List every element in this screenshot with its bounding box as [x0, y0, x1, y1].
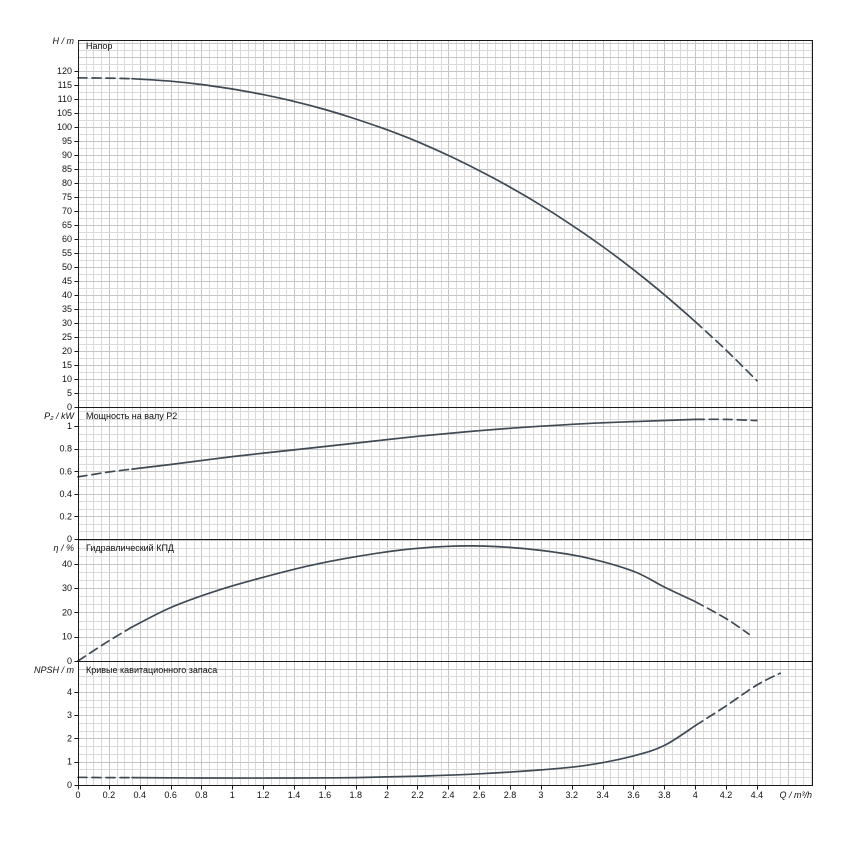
head-curve-dashed [77, 76, 133, 80]
y-tick-label: 45 [62, 276, 72, 286]
efficiency-curve-dashed [694, 600, 751, 636]
y-tick-label: 55 [62, 248, 72, 258]
x-tick-label: 0.6 [164, 790, 177, 800]
head-curve [77, 76, 758, 382]
y-tick-label: 0 [67, 534, 72, 544]
npsh-axis-unit-label: NPSH / m [34, 665, 75, 675]
y-tick-label: 10 [62, 632, 72, 642]
x-tick-label: 2.6 [473, 790, 486, 800]
x-tick-label: 3.2 [565, 790, 578, 800]
y-tick-label: 0 [67, 402, 72, 412]
efficiency-curve-dashed [77, 626, 133, 662]
y-tick-label: 75 [62, 192, 72, 202]
y-tick-label: 100 [57, 122, 72, 132]
shaft-power-curve-dashed [77, 468, 133, 478]
y-tick-label: 0.8 [59, 444, 72, 454]
y-tick-label: 0 [67, 780, 72, 790]
shaft-power-curve [77, 418, 758, 478]
grid [78, 40, 812, 785]
tick-labels: 0 0.2 0.4 0.6 0.8 1 1.2 1.4 1.6 1.8 2 2.2 2.4 2.6 2.8 3… [34, 36, 812, 800]
y-tick-label: 20 [62, 346, 72, 356]
y-tick-label: 30 [62, 318, 72, 328]
y-tick-label: 65 [62, 220, 72, 230]
y-tick-label: 15 [62, 360, 72, 370]
shaft-power-panel-title: Мощность на валу P2 [86, 411, 177, 421]
x-tick-label: 4.2 [720, 790, 733, 800]
npsh-curve [77, 672, 781, 779]
plot-border [78, 40, 813, 786]
y-tick-label: 0.2 [59, 511, 72, 521]
y-tick-label: 35 [62, 304, 72, 314]
axes [78, 40, 813, 786]
y-tick-label: 5 [67, 388, 72, 398]
x-tick-label: 1.8 [349, 790, 362, 800]
npsh-panel-title: Кривые кавитационного запаса [86, 665, 217, 675]
y-tick-label: 90 [62, 150, 72, 160]
x-tick-label: 2 [384, 790, 389, 800]
x-tick-label: 2.4 [442, 790, 455, 800]
y-tick-label: 60 [62, 234, 72, 244]
x-tick-label: 4.4 [751, 790, 764, 800]
shaft-power-curve-dashed [694, 418, 758, 422]
efficiency-axis-unit-label: η / % [53, 543, 74, 553]
x-tick-label: 3.4 [596, 790, 609, 800]
x-tick-label: 1.2 [257, 790, 270, 800]
efficiency-curve [77, 545, 751, 662]
y-tick-label: 2 [67, 733, 72, 743]
y-tick-label: 95 [62, 136, 72, 146]
y-tick-label: 3 [67, 710, 72, 720]
x-tick-label: 0 [75, 790, 80, 800]
shaft-power-axis-unit-label: P₂ / kW [44, 411, 75, 421]
y-tick-label: 70 [62, 206, 72, 216]
y-tick-label: 110 [58, 94, 72, 104]
npsh-curve-solid [131, 724, 697, 779]
y-tick-label: 0.4 [59, 489, 72, 499]
x-tick-label: 2.2 [411, 790, 424, 800]
y-tick-label: 1 [67, 757, 72, 767]
y-tick-label: 4 [67, 687, 72, 697]
y-tick-label: 20 [62, 607, 72, 617]
y-tick-label: 50 [62, 262, 72, 272]
y-tick-label: 120 [57, 66, 72, 76]
x-tick-label: 3.6 [627, 790, 640, 800]
y-tick-label: 1 [67, 421, 72, 431]
x-tick-label: 3 [538, 790, 543, 800]
x-tick-label: 0.4 [133, 790, 146, 800]
y-tick-label: 80 [62, 178, 72, 188]
y-tick-label: 25 [62, 332, 72, 342]
efficiency-panel-title: Гидравлический КПД [86, 543, 174, 553]
y-tick-label: 40 [62, 290, 72, 300]
x-tick-label: 1 [230, 790, 235, 800]
y-tick-label: 10 [62, 374, 72, 384]
efficiency-curve-solid [131, 545, 697, 628]
y-tick-label: 0.6 [59, 466, 72, 476]
x-axis-label: Q / m³/h [779, 790, 812, 800]
head-panel-title: Напор [86, 41, 112, 51]
y-tick-label: 40 [62, 559, 72, 569]
x-tick-label: 0.2 [103, 790, 116, 800]
y-tick-label: 0 [67, 656, 72, 666]
head-axis-unit-label: H / m [53, 36, 75, 46]
head-curve-solid [131, 77, 697, 323]
head-curve-dashed [694, 320, 758, 382]
x-tick-label: 1.4 [288, 790, 301, 800]
y-tick-label: 30 [62, 583, 72, 593]
x-tick-label: 3.8 [658, 790, 671, 800]
x-tick-label: 0.8 [195, 790, 208, 800]
x-tick-label: 4 [693, 790, 698, 800]
npsh-curve-dashed [694, 672, 781, 727]
x-tick-label: 2.8 [504, 790, 517, 800]
x-tick-label: 1.6 [319, 790, 332, 800]
y-tick-label: 115 [58, 80, 72, 90]
y-tick-label: 85 [62, 164, 72, 174]
shaft-power-curve-solid [131, 418, 697, 470]
y-tick-label: 105 [57, 108, 72, 118]
